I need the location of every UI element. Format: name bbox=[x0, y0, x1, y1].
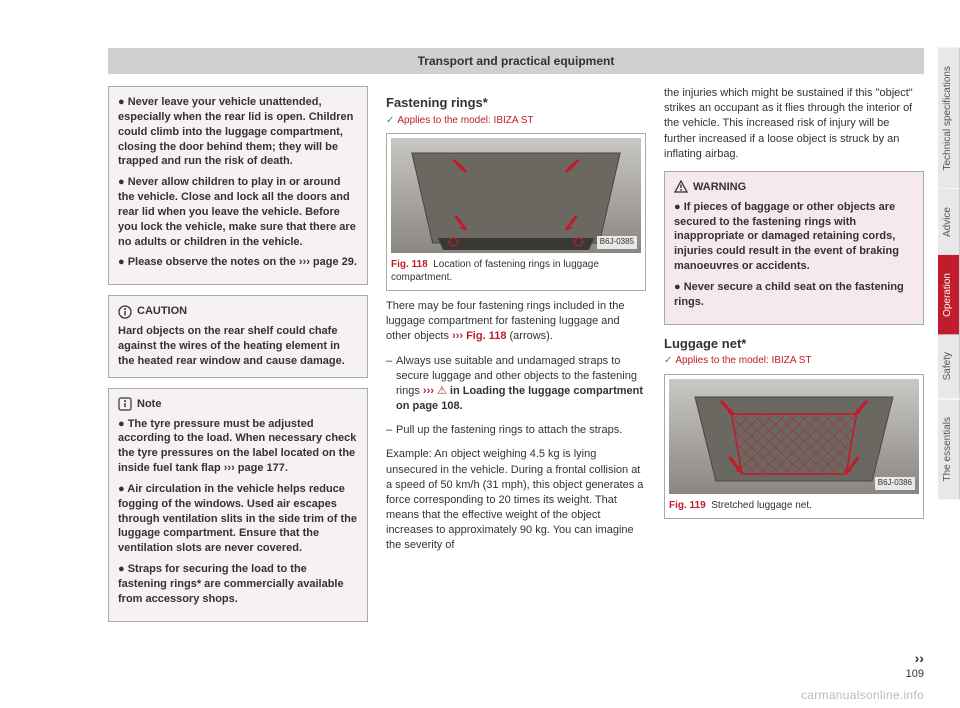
info-icon bbox=[118, 397, 132, 411]
warning-title: WARNING bbox=[693, 180, 746, 195]
figure-119: B6J-0386 Fig. 119 Stretched luggage net. bbox=[664, 374, 924, 519]
bullet-text: Please observe the notes on the ››› page… bbox=[128, 256, 357, 268]
bullet-text: Never leave your vehicle unattended, esp… bbox=[118, 96, 353, 167]
note-box: Note ● The tyre pressure must be adjuste… bbox=[108, 388, 368, 622]
figure-118-caption: Fig. 118 Location of fastening rings in … bbox=[391, 253, 641, 284]
bullet-item: ● Never leave your vehicle unattended, e… bbox=[118, 95, 358, 169]
bullet-text: Straps for securing the load to the fast… bbox=[118, 563, 344, 605]
warning-header: WARNING bbox=[674, 180, 914, 195]
watermark: carmanualsonline.info bbox=[801, 688, 924, 702]
tab-safety[interactable]: Safety bbox=[938, 334, 960, 398]
caution-header: CAUTION bbox=[118, 304, 358, 319]
column-1: ● Never leave your vehicle unattended, e… bbox=[108, 86, 368, 632]
bullet-text: Air circulation in the vehicle helps red… bbox=[118, 483, 357, 554]
bullet-item: ● Straps for securing the load to the fa… bbox=[118, 562, 358, 607]
warning-box: WARNING ● If pieces of baggage or other … bbox=[664, 171, 924, 325]
bullet-item: ● The tyre pressure must be adjusted acc… bbox=[118, 417, 358, 476]
manual-page: Transport and practical equipment ● Neve… bbox=[0, 0, 960, 708]
caution-box: CAUTION Hard objects on the rear shelf c… bbox=[108, 295, 368, 377]
bullet-item: ● Please observe the notes on the ››› pa… bbox=[118, 255, 358, 270]
section-title: Transport and practical equipment bbox=[418, 54, 615, 68]
figure-reference: ››› Fig. 118 bbox=[452, 330, 506, 342]
text: (arrows). bbox=[506, 330, 552, 342]
figure-118: B6J-0385 Fig. 118 Location of fastening … bbox=[386, 133, 646, 291]
paragraph: Example: An object weighing 4.5 kg is ly… bbox=[386, 447, 646, 553]
tab-operation[interactable]: Operation bbox=[938, 255, 960, 335]
cross-reference: ››› bbox=[423, 385, 434, 397]
figure-119-caption: Fig. 119 Stretched luggage net. bbox=[669, 494, 919, 512]
text: Pull up the fastening rings to attach th… bbox=[396, 423, 622, 438]
applies-to: ✓Applies to the model: IBIZA ST bbox=[664, 354, 924, 368]
bullet-text: Never allow children to play in or aroun… bbox=[118, 176, 356, 247]
bullet-text: Never secure a child seat on the fasteni… bbox=[674, 281, 904, 308]
applies-text: Applies to the model: IBIZA ST bbox=[397, 115, 533, 126]
bullet-item: ● If pieces of baggage or other objects … bbox=[674, 200, 914, 274]
caution-text: Hard objects on the rear shelf could cha… bbox=[118, 324, 358, 369]
check-icon: ✓ bbox=[664, 355, 672, 366]
note-header: Note bbox=[118, 397, 358, 412]
warning-triangle-icon: ⚠ bbox=[437, 385, 447, 397]
note-title: Note bbox=[137, 397, 161, 412]
warning-triangle-icon bbox=[674, 180, 688, 194]
column-3: the injuries which might be sustained if… bbox=[664, 86, 924, 632]
bullet-text: The tyre pressure must be adjusted accor… bbox=[118, 418, 356, 475]
bullet-item: ● Never secure a child seat on the faste… bbox=[674, 280, 914, 310]
dash: – bbox=[386, 354, 396, 415]
paragraph: the injuries which might be sustained if… bbox=[664, 86, 924, 162]
column-2: Fastening rings* ✓Applies to the model: … bbox=[386, 86, 646, 632]
heading-luggage-net: Luggage net* bbox=[664, 335, 924, 353]
figure-code: B6J-0385 bbox=[597, 236, 637, 249]
bullet-item: ● Never allow children to play in or aro… bbox=[118, 175, 358, 249]
applies-to: ✓Applies to the model: IBIZA ST bbox=[386, 114, 646, 128]
section-header: Transport and practical equipment bbox=[108, 48, 924, 74]
check-icon: ✓ bbox=[386, 115, 394, 126]
caution-title: CAUTION bbox=[137, 304, 187, 319]
figure-number: Fig. 118 bbox=[391, 259, 428, 270]
bullet-text: If pieces of baggage or other objects ar… bbox=[674, 201, 899, 272]
dash: – bbox=[386, 423, 396, 438]
paragraph: There may be four fastening rings includ… bbox=[386, 299, 646, 345]
heading-fastening-rings: Fastening rings* bbox=[386, 94, 646, 112]
figure-118-image: B6J-0385 bbox=[391, 138, 641, 253]
tab-advice[interactable]: Advice bbox=[938, 189, 960, 255]
safety-box-continued: ● Never leave your vehicle unattended, e… bbox=[108, 86, 368, 285]
list-item: –Always use suitable and undamaged strap… bbox=[386, 354, 646, 415]
figure-code: B6J-0386 bbox=[875, 477, 915, 490]
caution-icon bbox=[118, 305, 132, 319]
tab-essentials[interactable]: The essentials bbox=[938, 399, 960, 499]
bullet-item: ● Air circulation in the vehicle helps r… bbox=[118, 482, 358, 556]
figure-number: Fig. 119 bbox=[669, 500, 706, 511]
content-columns: ● Never leave your vehicle unattended, e… bbox=[108, 86, 924, 632]
page-number: 109 bbox=[906, 668, 924, 680]
figure-119-image: B6J-0386 bbox=[669, 379, 919, 494]
continuation-marker: ›› bbox=[915, 650, 924, 666]
figure-caption-text: Stretched luggage net. bbox=[711, 500, 812, 511]
list-item: –Pull up the fastening rings to attach t… bbox=[386, 423, 646, 438]
side-tab-index: Technical specifications Advice Operatio… bbox=[938, 48, 960, 499]
text: in Loading the luggage compartment on pa… bbox=[396, 385, 643, 412]
applies-text: Applies to the model: IBIZA ST bbox=[675, 355, 811, 366]
tab-tech-specs[interactable]: Technical specifications bbox=[938, 48, 960, 189]
